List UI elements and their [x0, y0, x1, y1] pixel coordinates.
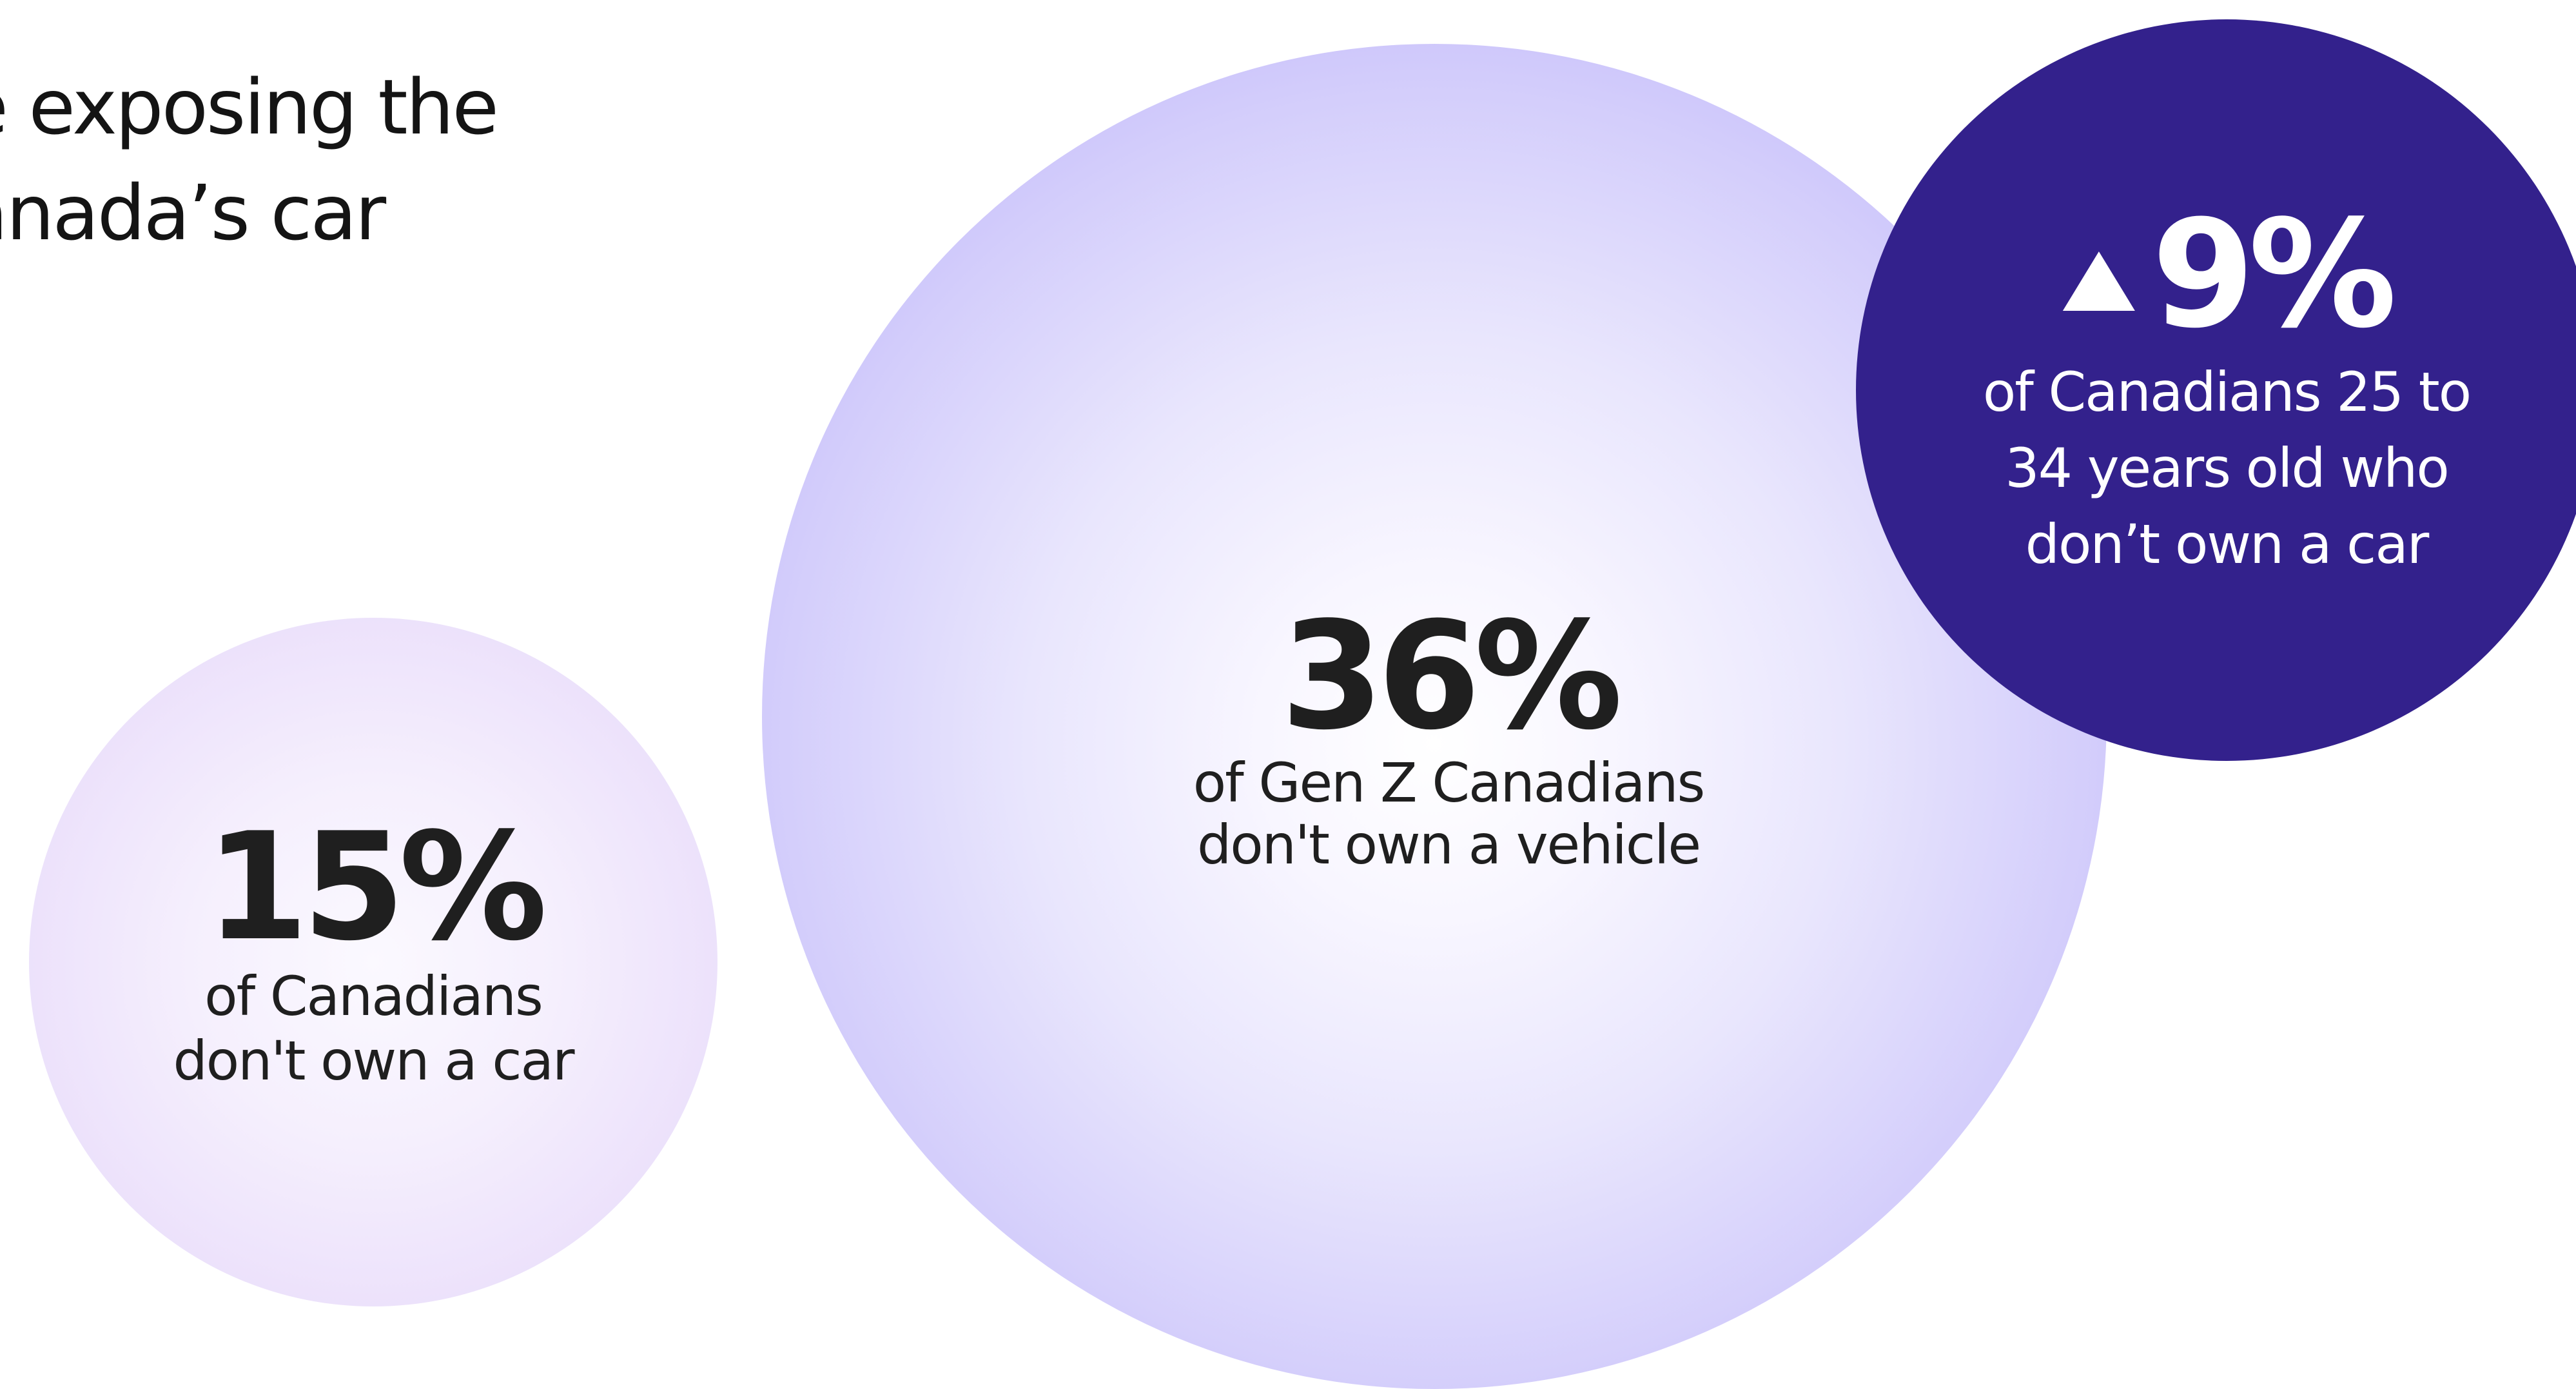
stat-value-row: 9% [1983, 201, 2470, 350]
stat-label-line: don't own a vehicle [1196, 813, 1701, 876]
headline-line-1: e exposing the [0, 63, 499, 152]
headline: e exposing the anada’s car [0, 54, 499, 266]
stat-25-34: 9% of Canadians 25 to 34 years old who d… [1982, 201, 2472, 578]
stat-label-line: 34 years old who [2005, 437, 2450, 500]
stat-label-line: of Canadians [204, 965, 543, 1028]
headline-line-2: anada’s car [0, 168, 386, 257]
stat-value: 9% [2151, 189, 2397, 361]
stat-label-line: don't own a car [173, 1029, 574, 1092]
stat-all-canadians: 15% of Canadians don't own a car [173, 802, 574, 1092]
stat-label-line: of Gen Z Canadians [1193, 751, 1706, 814]
stat-gen-z: 36% of Gen Z Canadians don't own a vehic… [1193, 591, 1706, 876]
stat-value: 36% [1280, 591, 1623, 763]
stat-label-line: don’t own a car [2025, 513, 2430, 576]
stat-value: 15% [205, 802, 548, 974]
triangle-up-icon [2062, 251, 2135, 311]
stat-label-line: of Canadians 25 to [1982, 360, 2472, 424]
stat-circle-all-canadians [29, 618, 717, 1306]
stat-circle-25-34 [1856, 19, 2576, 761]
